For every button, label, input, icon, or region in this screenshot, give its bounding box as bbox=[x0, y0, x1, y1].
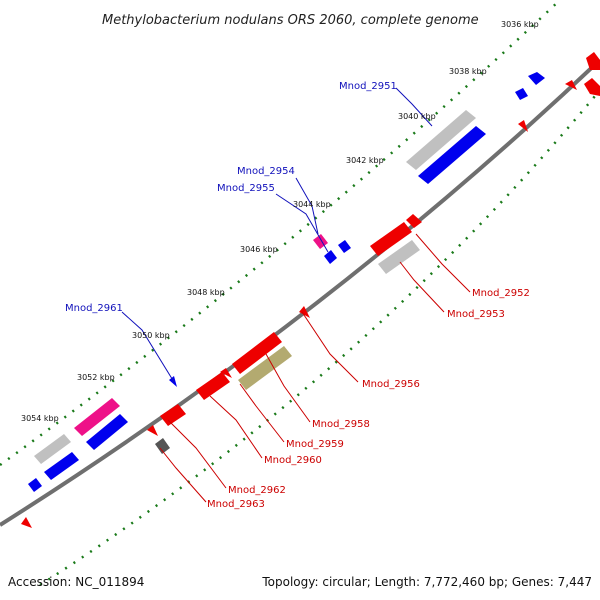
leader-line bbox=[275, 193, 329, 253]
gene-block[interactable] bbox=[528, 72, 545, 85]
gene-block[interactable] bbox=[565, 80, 577, 90]
gene-block[interactable] bbox=[406, 214, 422, 228]
gene-label[interactable]: Mnod_2953 bbox=[447, 309, 505, 320]
leader-line bbox=[399, 261, 445, 313]
gene-label[interactable]: Mnod_2963 bbox=[207, 499, 265, 510]
leader-line bbox=[239, 383, 285, 443]
forward-genes bbox=[28, 72, 545, 492]
gene-block[interactable] bbox=[299, 306, 310, 318]
leader-line bbox=[265, 353, 311, 423]
tick-label: 3052 kbp bbox=[77, 373, 115, 382]
gene-block[interactable] bbox=[418, 126, 486, 184]
leader-line bbox=[295, 177, 319, 235]
tick-label: 3044 kbp bbox=[293, 200, 331, 209]
tick-label: 3040 kbp bbox=[398, 112, 436, 121]
gene-block[interactable] bbox=[370, 222, 412, 256]
genome-summary-text: Topology: circular; Length: 7,772,460 bp… bbox=[261, 575, 592, 589]
tick-label: 3042 kbp bbox=[346, 156, 384, 165]
leader-line bbox=[301, 311, 359, 383]
tick-label: 3048 kbp bbox=[187, 288, 225, 297]
gene-label[interactable]: Mnod_2952 bbox=[472, 288, 530, 299]
gene-block[interactable] bbox=[338, 240, 351, 253]
gene-block[interactable] bbox=[378, 240, 420, 274]
gene-block[interactable] bbox=[220, 368, 232, 378]
dotted-tracks bbox=[0, 0, 600, 587]
leader-line bbox=[159, 447, 207, 503]
map-title: Methylobacterium nodulans ORS 2060, comp… bbox=[102, 13, 479, 28]
tick-label: 3054 kbp bbox=[21, 414, 59, 423]
gene-label[interactable]: Mnod_2954 bbox=[237, 166, 295, 177]
leader-line bbox=[209, 395, 263, 459]
gene-block[interactable] bbox=[74, 398, 120, 436]
gene-label[interactable]: Mnod_2958 bbox=[312, 419, 370, 430]
leader-line bbox=[415, 233, 471, 293]
gene-label[interactable]: Mnod_2961 bbox=[65, 303, 123, 314]
bottom-gene-labels: Mnod_2952 Mnod_2953 Mnod_2956 Mnod_2958 … bbox=[207, 288, 530, 510]
gene-block[interactable] bbox=[160, 404, 186, 426]
gene-block[interactable] bbox=[86, 414, 128, 450]
backbone bbox=[0, 58, 600, 527]
inner-dotted-track bbox=[39, 89, 600, 587]
gene-block[interactable] bbox=[196, 372, 230, 400]
gene-label[interactable]: Mnod_2951 bbox=[339, 81, 397, 92]
tick-label: 3036 kbp bbox=[501, 20, 539, 29]
gene-block[interactable] bbox=[238, 346, 292, 390]
leader-line bbox=[395, 87, 433, 127]
gene-block[interactable] bbox=[155, 438, 170, 454]
gene-label[interactable]: Mnod_2962 bbox=[228, 485, 286, 496]
tick-label: 3046 kbp bbox=[240, 245, 278, 254]
gene-block[interactable] bbox=[44, 452, 79, 480]
leader-lines bbox=[121, 87, 471, 503]
gene-block[interactable] bbox=[586, 52, 600, 70]
leader-line bbox=[121, 311, 175, 383]
accession-text: Accession: NC_011894 bbox=[8, 575, 144, 589]
outer-dotted-track bbox=[0, 0, 561, 467]
gene-block[interactable] bbox=[34, 434, 71, 464]
gene-block[interactable] bbox=[406, 110, 476, 170]
gene-block[interactable] bbox=[169, 376, 177, 387]
reverse-genes bbox=[21, 52, 600, 528]
gene-block[interactable] bbox=[584, 78, 600, 96]
gene-label[interactable]: Mnod_2955 bbox=[217, 183, 275, 194]
gene-label[interactable]: Mnod_2956 bbox=[362, 379, 420, 390]
gene-block[interactable] bbox=[147, 425, 158, 436]
leader-line bbox=[167, 419, 227, 489]
tick-label: 3050 kbp bbox=[132, 331, 170, 340]
gene-block[interactable] bbox=[28, 478, 42, 492]
top-gene-labels: Mnod_2951 Mnod_2954 Mnod_2955 Mnod_2961 bbox=[65, 81, 397, 314]
genome-backbone-line bbox=[0, 58, 600, 527]
gene-block[interactable] bbox=[324, 250, 337, 264]
kbp-tick-labels: 3036 kbp 3038 kbp 3040 kbp 3042 kbp 3044… bbox=[21, 20, 539, 423]
gene-block[interactable] bbox=[518, 120, 528, 132]
gene-block[interactable] bbox=[232, 332, 282, 374]
gene-block[interactable] bbox=[515, 88, 528, 100]
tick-label: 3038 kbp bbox=[449, 67, 487, 76]
gene-label[interactable]: Mnod_2960 bbox=[264, 455, 322, 466]
gene-block[interactable] bbox=[21, 517, 32, 528]
gene-block[interactable] bbox=[313, 234, 328, 249]
gene-label[interactable]: Mnod_2959 bbox=[286, 439, 344, 450]
